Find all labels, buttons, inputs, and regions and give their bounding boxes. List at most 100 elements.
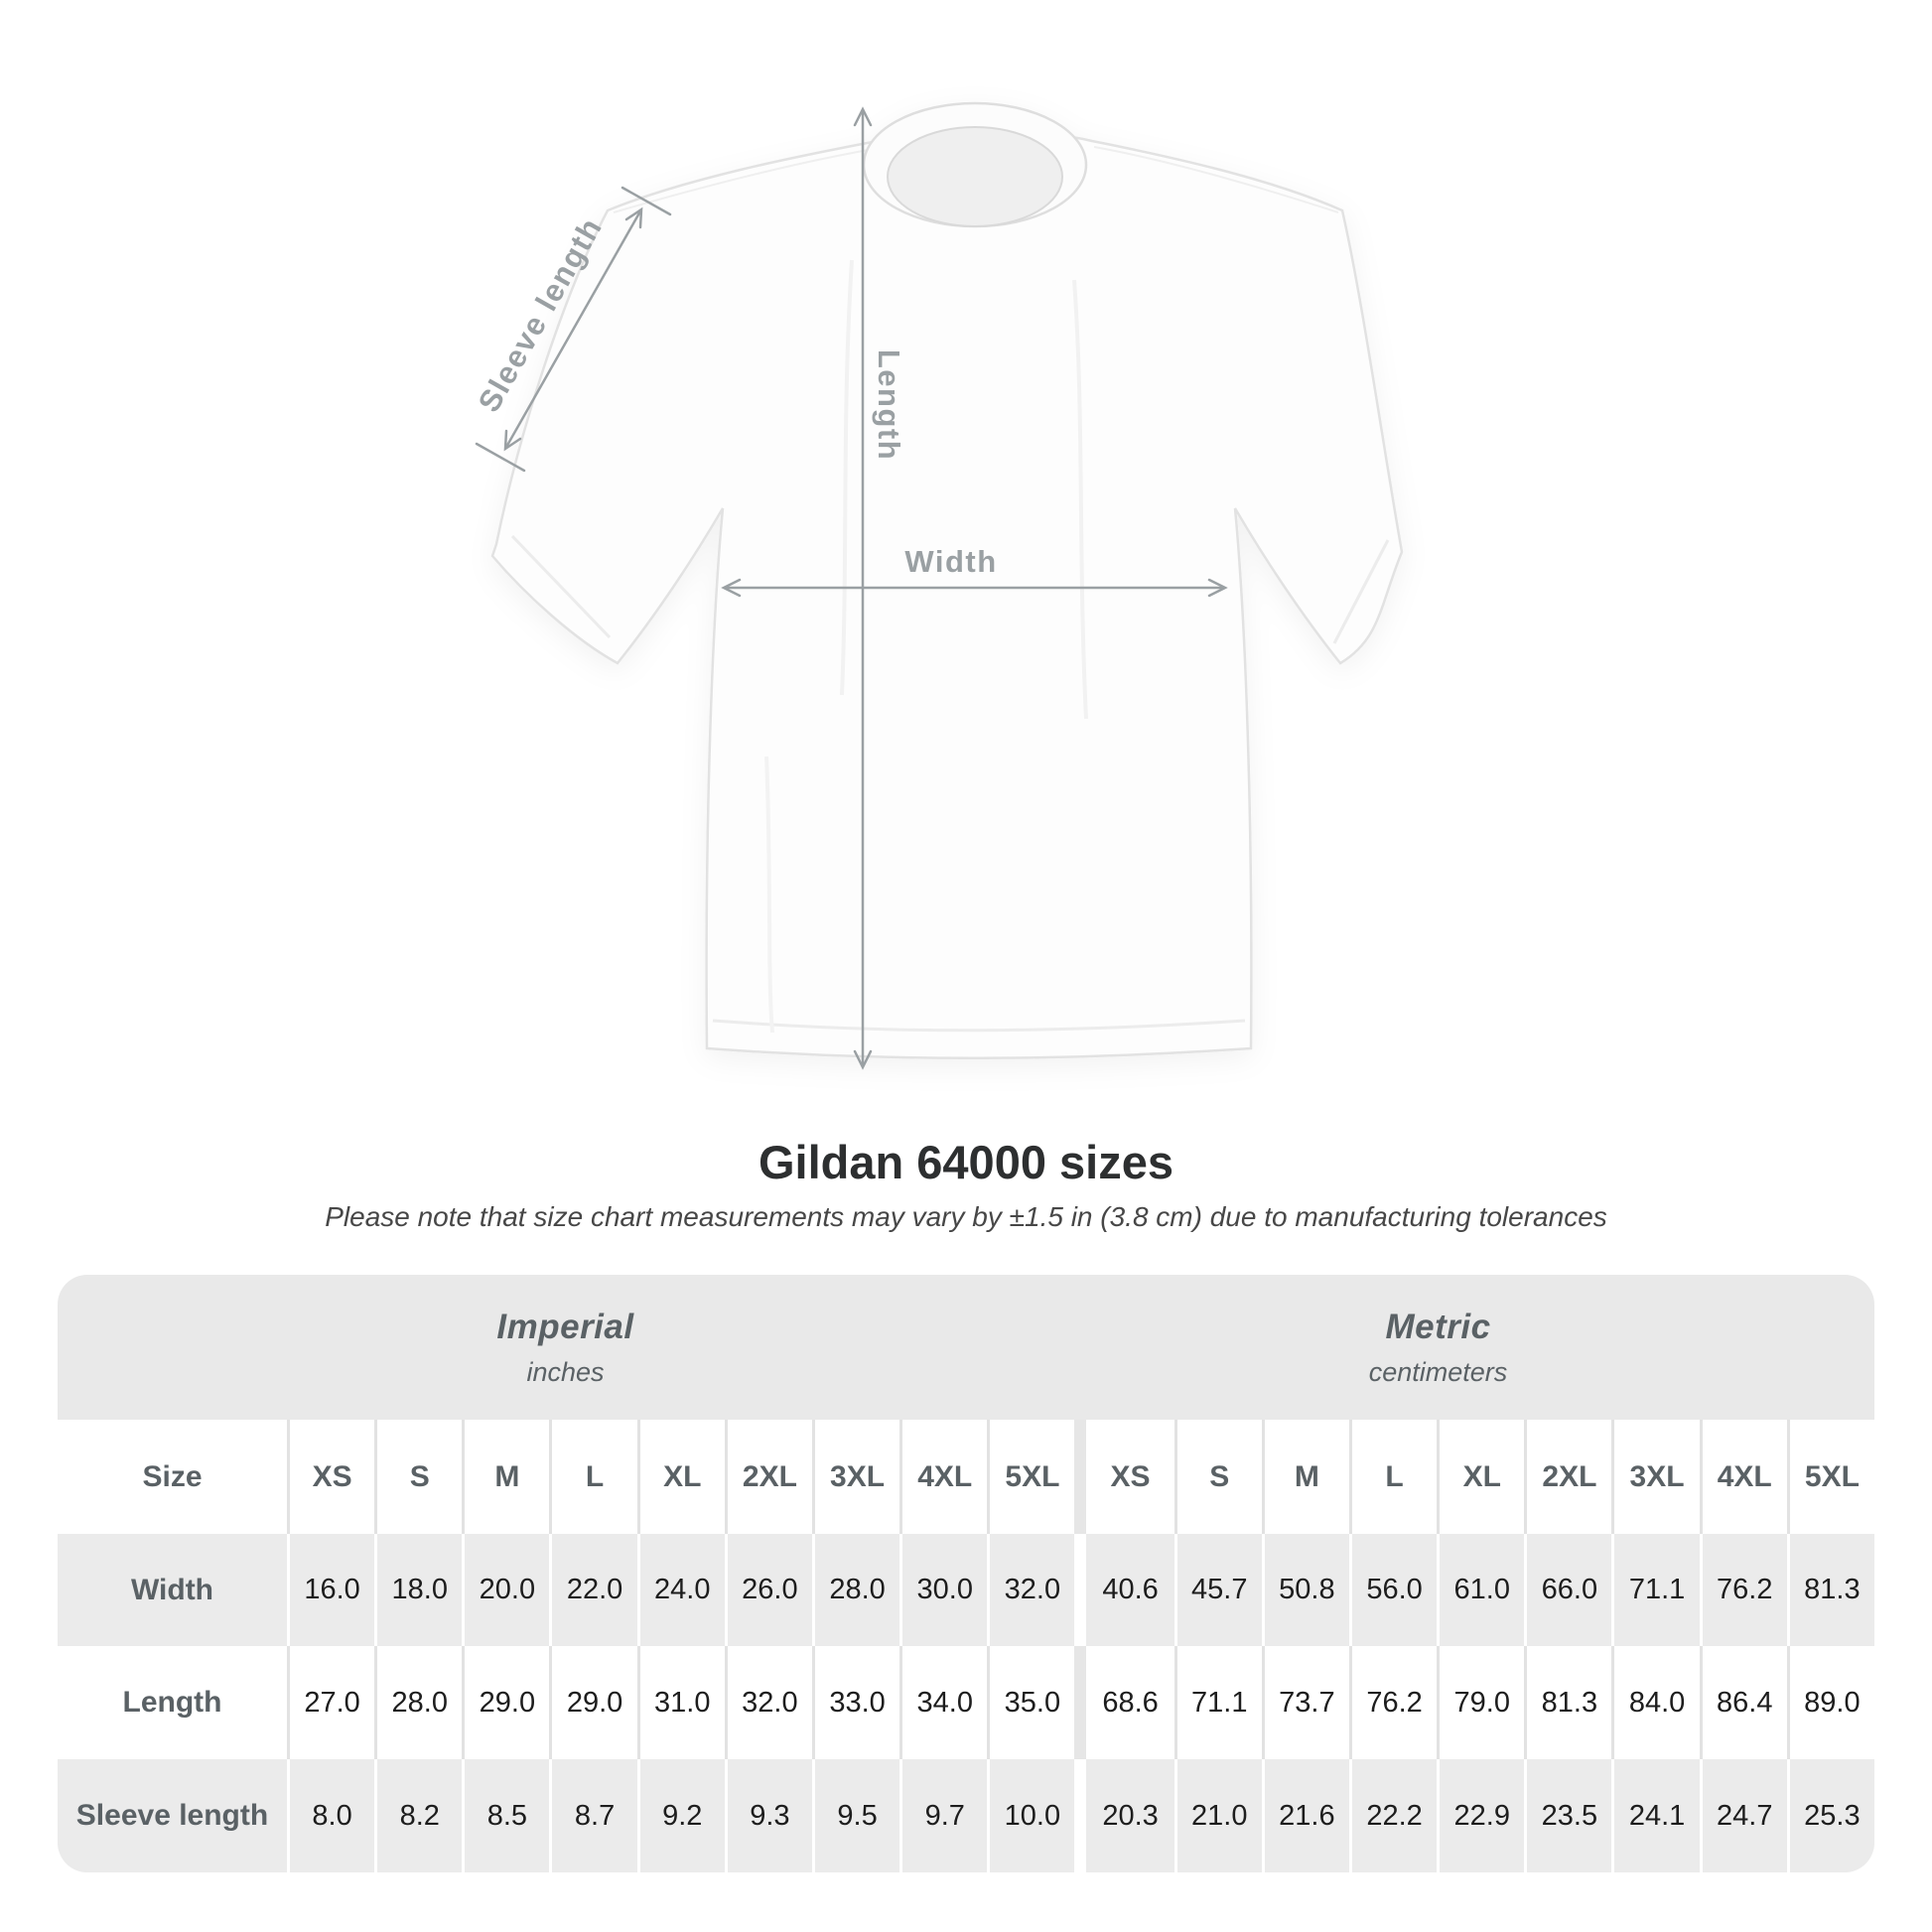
size-header-row: Size XS S M L XL 2XL 3XL 4XL 5XL XS S M … bbox=[58, 1420, 1874, 1534]
value-cell: 16.0 bbox=[287, 1534, 374, 1646]
page-title: Gildan 64000 sizes bbox=[758, 1136, 1174, 1188]
value-cell: 76.2 bbox=[1348, 1646, 1437, 1759]
value-cell: 89.0 bbox=[1786, 1646, 1874, 1759]
value-cell: 30.0 bbox=[899, 1534, 987, 1646]
value-cell: 24.0 bbox=[636, 1534, 725, 1646]
value-cell: 9.5 bbox=[811, 1759, 899, 1872]
size-header-imperial-xl: XL bbox=[636, 1420, 725, 1534]
heading-block: Gildan 64000 sizes Please note that size… bbox=[0, 1138, 1932, 1233]
size-header-imperial-2xl: 2XL bbox=[724, 1420, 812, 1534]
size-header-imperial-4xl: 4XL bbox=[899, 1420, 987, 1534]
value-cell: 45.7 bbox=[1173, 1534, 1262, 1646]
value-cell: 68.6 bbox=[1102, 1686, 1159, 1719]
value-cell: 86.4 bbox=[1699, 1646, 1787, 1759]
value-cell: 71.1 bbox=[1611, 1534, 1699, 1646]
size-header-metric-xs: XS bbox=[1110, 1459, 1151, 1493]
value-cell: 61.0 bbox=[1437, 1534, 1524, 1646]
size-header-imperial-5xl: 5XL bbox=[987, 1420, 1074, 1534]
value-cell: 73.7 bbox=[1261, 1646, 1349, 1759]
size-header-metric-xl: XL bbox=[1437, 1420, 1524, 1534]
table-row-width: Width 16.0 18.0 20.0 22.0 24.0 26.0 28.0… bbox=[58, 1534, 1874, 1646]
half-divider bbox=[1074, 1534, 1087, 1646]
value-cell: 24.1 bbox=[1611, 1759, 1699, 1872]
size-table: Imperial inches Metric centimeters Size … bbox=[58, 1275, 1874, 1872]
value-cell: 8.2 bbox=[374, 1759, 462, 1872]
value-cell: 81.3 bbox=[1786, 1534, 1874, 1646]
value-cell: 79.0 bbox=[1437, 1646, 1524, 1759]
value-cell: 20.0 bbox=[462, 1534, 549, 1646]
size-header-imperial-xs: XS bbox=[287, 1420, 374, 1534]
unit-header-band: Imperial inches Metric centimeters bbox=[58, 1275, 1874, 1420]
width-arrow bbox=[721, 578, 1228, 598]
value-cell: 10.0 bbox=[987, 1759, 1074, 1872]
value-cell: 32.0 bbox=[724, 1646, 812, 1759]
table-row-length: Length 27.0 28.0 29.0 29.0 31.0 32.0 33.… bbox=[58, 1646, 1874, 1759]
size-header-imperial-s: S bbox=[374, 1420, 462, 1534]
value-cell: 84.0 bbox=[1611, 1646, 1699, 1759]
value-cell: 81.3 bbox=[1524, 1646, 1611, 1759]
value-cell: 22.2 bbox=[1348, 1759, 1437, 1872]
metric-title: Metric bbox=[1385, 1307, 1491, 1346]
imperial-title: Imperial bbox=[496, 1307, 634, 1346]
size-header-metric-m: M bbox=[1261, 1420, 1349, 1534]
sleeve-length-arrow bbox=[475, 186, 672, 473]
half-divider bbox=[1074, 1420, 1087, 1534]
size-header-imperial-3xl: 3XL bbox=[811, 1420, 899, 1534]
value-cell: 8.7 bbox=[549, 1759, 636, 1872]
size-header-imperial-l: L bbox=[549, 1420, 636, 1534]
value-cell: 18.0 bbox=[374, 1534, 462, 1646]
size-header-metric-3xl: 3XL bbox=[1611, 1420, 1699, 1534]
value-cell: 29.0 bbox=[462, 1646, 549, 1759]
size-header-metric-2xl: 2XL bbox=[1524, 1420, 1611, 1534]
value-cell: 40.6 bbox=[1102, 1574, 1159, 1605]
size-header-metric-4xl: 4XL bbox=[1699, 1420, 1787, 1534]
value-cell: 27.0 bbox=[287, 1646, 374, 1759]
size-header-imperial-m: M bbox=[462, 1420, 549, 1534]
table-row-sleeve-length: Sleeve length 8.0 8.2 8.5 8.7 9.2 9.3 9.… bbox=[58, 1759, 1874, 1872]
imperial-header: Imperial inches bbox=[58, 1275, 1002, 1420]
size-header-metric-s: S bbox=[1173, 1420, 1262, 1534]
value-cell: 35.0 bbox=[987, 1646, 1074, 1759]
value-cell: 25.3 bbox=[1786, 1759, 1874, 1872]
tshirt-graphic bbox=[490, 101, 1404, 1059]
half-divider bbox=[1074, 1646, 1087, 1759]
value-cell: 21.6 bbox=[1261, 1759, 1349, 1872]
value-cell: 20.3 bbox=[1102, 1799, 1159, 1832]
size-header-metric-l: L bbox=[1348, 1420, 1437, 1534]
length-arrow-label: Length bbox=[872, 349, 906, 461]
value-cell: 28.0 bbox=[811, 1534, 899, 1646]
value-cell: 28.0 bbox=[374, 1646, 462, 1759]
value-cell: 71.1 bbox=[1173, 1646, 1262, 1759]
value-cell: 56.0 bbox=[1348, 1534, 1437, 1646]
half-divider bbox=[1074, 1759, 1087, 1872]
value-cell: 9.3 bbox=[724, 1759, 812, 1872]
size-header-metric-5xl: 5XL bbox=[1786, 1420, 1874, 1534]
row-label: Length bbox=[122, 1686, 222, 1719]
value-cell: 21.0 bbox=[1173, 1759, 1262, 1872]
value-cell: 26.0 bbox=[724, 1534, 812, 1646]
value-cell: 22.0 bbox=[549, 1534, 636, 1646]
value-cell: 33.0 bbox=[811, 1646, 899, 1759]
value-cell: 50.8 bbox=[1261, 1534, 1349, 1646]
value-cell: 31.0 bbox=[636, 1646, 725, 1759]
tolerance-note: Please note that size chart measurements… bbox=[325, 1201, 1607, 1232]
row-label: Width bbox=[130, 1573, 214, 1606]
value-cell: 66.0 bbox=[1524, 1534, 1611, 1646]
tshirt-illustration: Length Width Sleeve length bbox=[472, 101, 1404, 1070]
width-arrow-label: Width bbox=[904, 544, 997, 579]
metric-header: Metric centimeters bbox=[1002, 1275, 1874, 1420]
value-cell: 9.7 bbox=[899, 1759, 987, 1872]
value-cell: 24.7 bbox=[1699, 1759, 1787, 1872]
value-cell: 29.0 bbox=[549, 1646, 636, 1759]
metric-unit: centimeters bbox=[1368, 1356, 1508, 1387]
size-column-header: Size bbox=[142, 1459, 203, 1493]
value-cell: 34.0 bbox=[899, 1646, 987, 1759]
value-cell: 23.5 bbox=[1524, 1759, 1611, 1872]
value-cell: 76.2 bbox=[1699, 1534, 1787, 1646]
value-cell: 8.5 bbox=[462, 1759, 549, 1872]
value-cell: 9.2 bbox=[636, 1759, 725, 1872]
value-cell: 22.9 bbox=[1437, 1759, 1524, 1872]
row-label: Sleeve length bbox=[75, 1799, 269, 1832]
value-cell: 8.0 bbox=[287, 1759, 374, 1872]
